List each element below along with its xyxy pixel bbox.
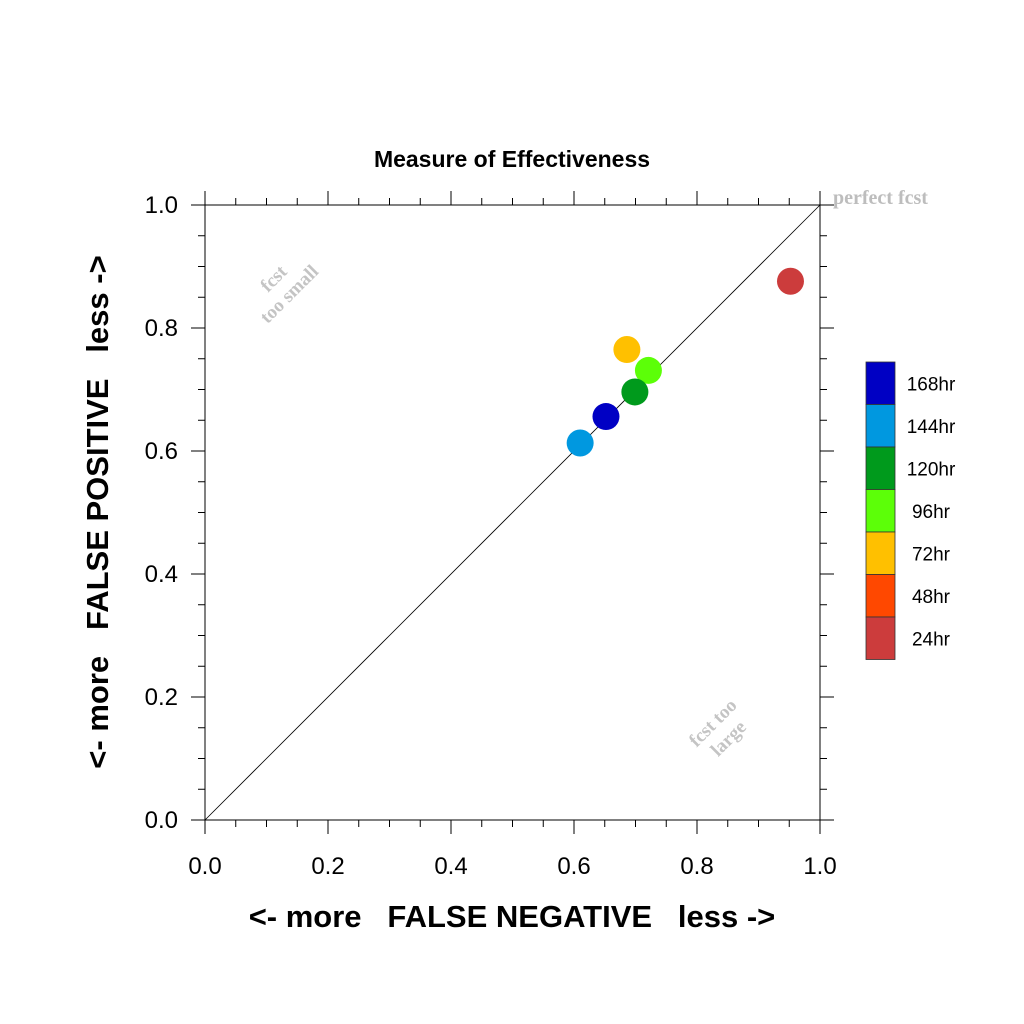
- data-points: [566, 267, 804, 457]
- y-tick-labels: 0.0 0.2 0.4 0.6 0.8 1.0: [145, 192, 178, 834]
- legend-label-168hr: 168hr: [907, 374, 956, 395]
- x-axis-label: <- more FALSE NEGATIVE less ->: [249, 899, 776, 934]
- x-tick-label: 0.2: [311, 853, 344, 880]
- y-tick-label: 0.8: [145, 315, 178, 342]
- point-120hr: [621, 378, 649, 406]
- legend-swatch-48hr: [865, 574, 896, 618]
- point-168hr: [592, 403, 620, 431]
- legend-label-120hr: 120hr: [907, 459, 956, 480]
- legend-label-24hr: 24hr: [912, 629, 951, 650]
- x-tick-label: 0.6: [557, 853, 590, 880]
- legend-swatch-96hr: [865, 489, 896, 533]
- annotation-fcst-too-large: fcst too large: [685, 695, 751, 761]
- legend-swatch-120hr: [865, 446, 896, 490]
- legend-label-48hr: 48hr: [912, 587, 951, 608]
- annotation-perfect-fcst: perfect fcst: [833, 187, 928, 209]
- point-144hr: [566, 429, 594, 457]
- legend-label-96hr: 96hr: [912, 502, 951, 523]
- point-72hr: [613, 336, 641, 364]
- legend-swatch-144hr: [865, 404, 896, 448]
- legend-swatch-24hr: [865, 616, 896, 660]
- x-tick-label: 0.4: [434, 853, 467, 880]
- annotation-fcst-too-small: fcst too small: [256, 261, 323, 328]
- x-tick-labels: 0.0 0.2 0.4 0.6 0.8 1.0: [188, 853, 836, 880]
- legend: 168hr 144hr 120hr 96hr 72hr 48hr 24hr: [865, 361, 956, 660]
- legend-swatch-168hr: [865, 361, 896, 405]
- x-tick-label: 0.0: [188, 853, 221, 880]
- x-tick-label: 1.0: [803, 853, 836, 880]
- y-tick-label: 0.2: [145, 684, 178, 711]
- y-tick-label: 0.4: [145, 561, 178, 588]
- point-24hr: [776, 267, 804, 295]
- legend-label-144hr: 144hr: [907, 417, 956, 438]
- y-tick-label: 0.0: [145, 807, 178, 834]
- y-tick-label: 1.0: [145, 192, 178, 219]
- minor-ticks: [191, 191, 834, 834]
- x-tick-label: 0.8: [680, 853, 713, 880]
- chart-title: Measure of Effectiveness: [374, 146, 650, 172]
- legend-label-72hr: 72hr: [912, 544, 951, 565]
- reference-diagonal: [204, 204, 821, 821]
- y-axis-label: <- more FALSE POSITIVE less ->: [80, 255, 115, 768]
- y-tick-label: 0.6: [145, 438, 178, 465]
- legend-swatch-72hr: [865, 531, 896, 575]
- point-96hr: [634, 356, 662, 384]
